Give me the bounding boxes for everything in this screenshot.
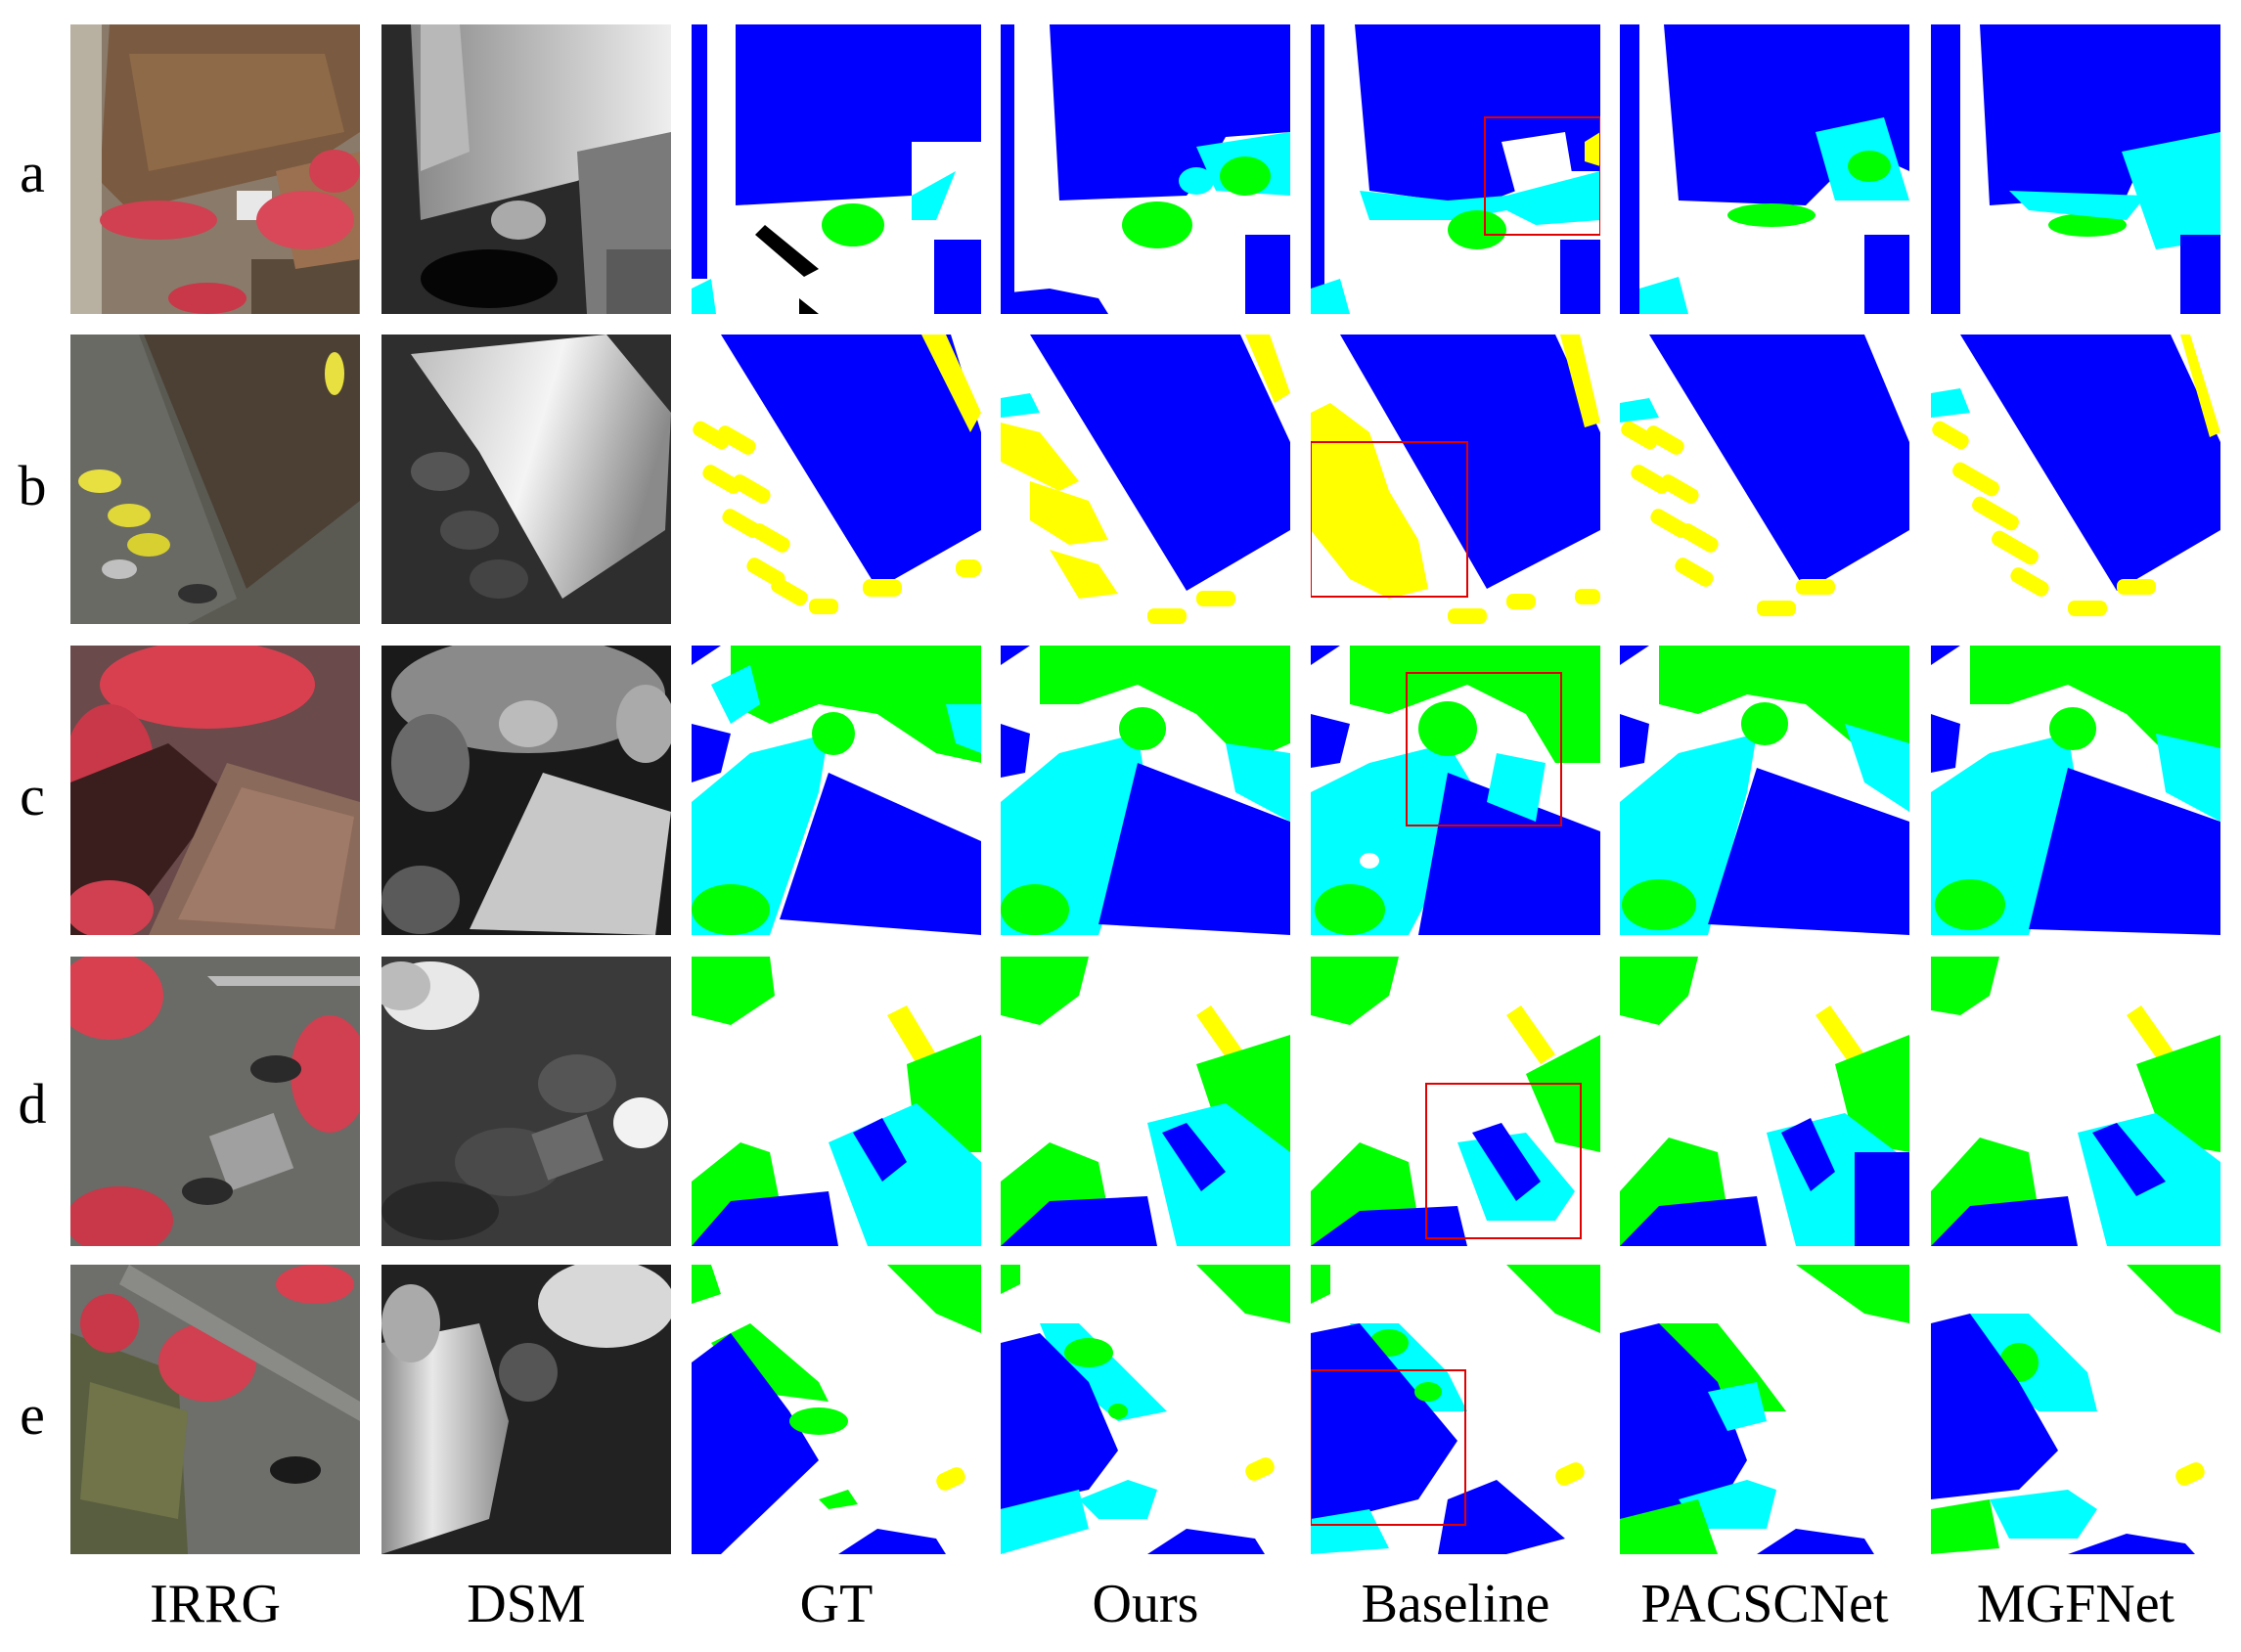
dsm-image-b xyxy=(381,335,671,624)
column-label-pacscnet: PACSCNet xyxy=(1640,1574,1889,1634)
row-label-b: b xyxy=(18,454,47,517)
highlight-box-c xyxy=(1406,672,1562,826)
baseline-image-d xyxy=(1311,957,1600,1246)
gt-image-d xyxy=(692,957,981,1246)
pacscnet-image-d xyxy=(1620,957,1909,1246)
pacscnet-image-c xyxy=(1620,646,1909,935)
gt-image-b xyxy=(692,335,981,624)
mgfnet-image-e xyxy=(1931,1265,2220,1554)
pacscnet-image-b xyxy=(1620,335,1909,624)
mgfnet-image-c xyxy=(1931,646,2220,935)
highlight-box-a xyxy=(1484,116,1600,236)
column-label-mgfnet: MGFNet xyxy=(1976,1574,2175,1634)
row-label-c: c xyxy=(20,764,45,827)
row-label-a: a xyxy=(20,141,45,204)
row-label-e: e xyxy=(20,1383,45,1447)
highlight-box-d xyxy=(1425,1083,1582,1239)
baseline-image-c xyxy=(1311,646,1600,935)
column-label-baseline: Baseline xyxy=(1361,1574,1550,1634)
baseline-image-a xyxy=(1311,24,1600,314)
irrg-image-b xyxy=(70,335,360,624)
mgfnet-image-b xyxy=(1931,335,2220,624)
column-label-gt: GT xyxy=(799,1574,874,1634)
mgfnet-image-d xyxy=(1931,957,2220,1246)
mgfnet-image-a xyxy=(1931,24,2220,314)
ours-image-b xyxy=(1001,335,1290,624)
pacscnet-image-a xyxy=(1620,24,1909,314)
dsm-image-a xyxy=(381,24,671,314)
column-label-ours: Ours xyxy=(1092,1574,1199,1634)
ours-image-a xyxy=(1001,24,1290,314)
baseline-image-e xyxy=(1311,1265,1600,1554)
gt-image-a xyxy=(692,24,981,314)
ours-image-d xyxy=(1001,957,1290,1246)
pacscnet-image-e xyxy=(1620,1265,1909,1554)
ours-image-c xyxy=(1001,646,1290,935)
dsm-image-d xyxy=(381,957,671,1246)
gt-image-c xyxy=(692,646,981,935)
highlight-box-b xyxy=(1311,441,1468,598)
irrg-image-d xyxy=(70,957,360,1246)
irrg-image-e xyxy=(70,1265,360,1554)
highlight-box-e xyxy=(1311,1369,1466,1526)
column-label-dsm: DSM xyxy=(467,1574,586,1634)
dsm-image-c xyxy=(381,646,671,935)
irrg-image-c xyxy=(70,646,360,935)
baseline-image-b xyxy=(1311,335,1600,624)
ours-image-e xyxy=(1001,1265,1290,1554)
gt-image-e xyxy=(692,1265,981,1554)
row-label-d: d xyxy=(18,1072,47,1136)
column-label-irrg: IRRG xyxy=(150,1574,281,1634)
dsm-image-e xyxy=(381,1265,671,1554)
irrg-image-a xyxy=(70,24,360,314)
